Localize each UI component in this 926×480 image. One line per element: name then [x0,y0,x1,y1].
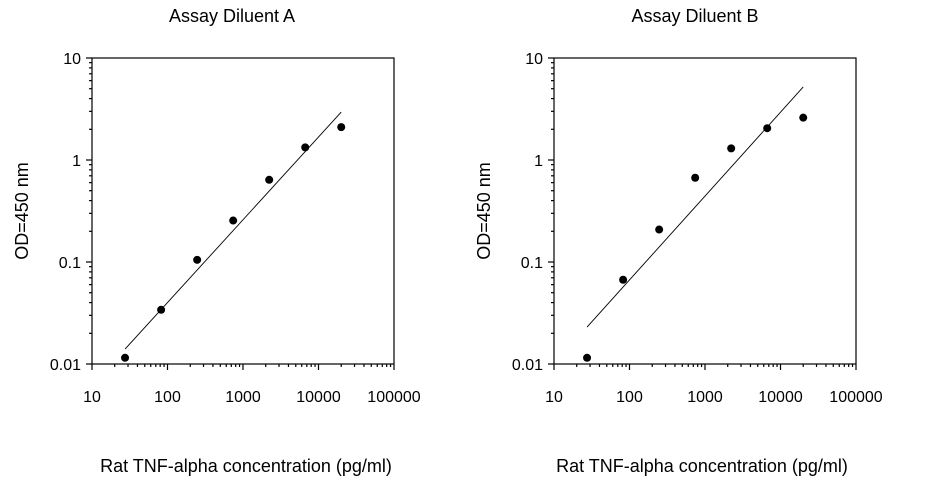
plot-frame [91,57,395,365]
data-point [301,143,310,152]
fit-line [586,86,804,328]
data-point [763,124,772,133]
x-tick-label: 10 [83,389,101,406]
y-axis-label: OD=450 nm [474,162,494,260]
data-point [229,216,238,225]
y-tick-label: 0.01 [50,357,81,374]
chart-title: Assay Diluent A [169,6,295,26]
y-tick-label: 1 [534,153,543,170]
chart-panel-2: Assay Diluent B 0.01 0.1 1 10 10 100 1000 10000 1… [474,6,883,476]
x-tick-label: 100000 [829,389,882,406]
y-tick-label: 0.1 [59,255,81,272]
y-tick-label: 1 [72,153,81,170]
data-point [727,144,736,153]
x-tick-label: 10000 [758,389,803,406]
y-tick-label: 0.01 [512,357,543,374]
data-point [157,305,166,314]
y-tick-label: 10 [525,51,543,68]
x-tick-label: 10000 [296,389,341,406]
data-point [655,225,664,234]
x-tick-label: 100 [616,389,643,406]
y-tick-label: 0.1 [521,255,543,272]
x-tick-label: 1000 [225,389,261,406]
x-tick-label: 100 [154,389,181,406]
y-axis-label: OD=450 nm [12,162,32,260]
data-point [265,175,274,184]
plot-frame [553,57,857,365]
data-point [619,275,628,284]
data-point [121,353,130,362]
chart-title: Assay Diluent B [631,6,758,26]
x-tick-label: 100000 [367,389,420,406]
x-axis-label: Rat TNF-alpha concentration (pg/ml) [100,456,392,476]
data-point [583,353,592,362]
data-point [691,173,700,182]
data-point [337,123,346,132]
chart-panel-1: Assay Diluent A 0.01 0.1 1 10 10 100 1000 10000 1… [12,6,421,476]
data-point [799,113,808,122]
y-tick-label: 10 [63,51,81,68]
data-point [193,255,202,264]
x-tick-label: 10 [545,389,563,406]
x-axis-label: Rat TNF-alpha concentration (pg/ml) [556,456,848,476]
x-tick-label: 1000 [687,389,723,406]
